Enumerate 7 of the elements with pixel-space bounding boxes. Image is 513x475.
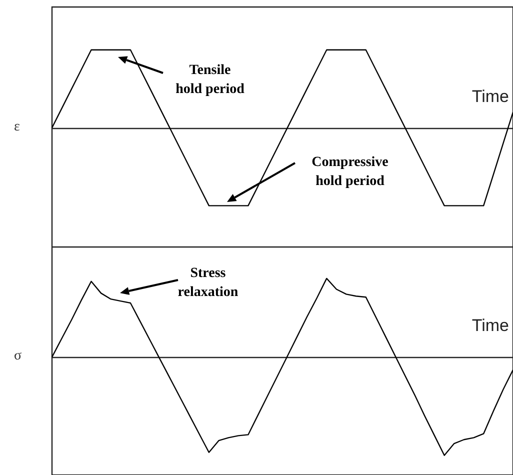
x-axis-title: Time [472,316,510,336]
y-axis-title: ε [14,119,20,134]
y-axis-title: σ [14,348,22,364]
annotation: Compressive hold period [312,155,388,189]
x-axis-title: Time [472,86,510,106]
annotation: Stress relaxation [178,266,238,300]
annotation: Tensile hold period [176,63,245,97]
